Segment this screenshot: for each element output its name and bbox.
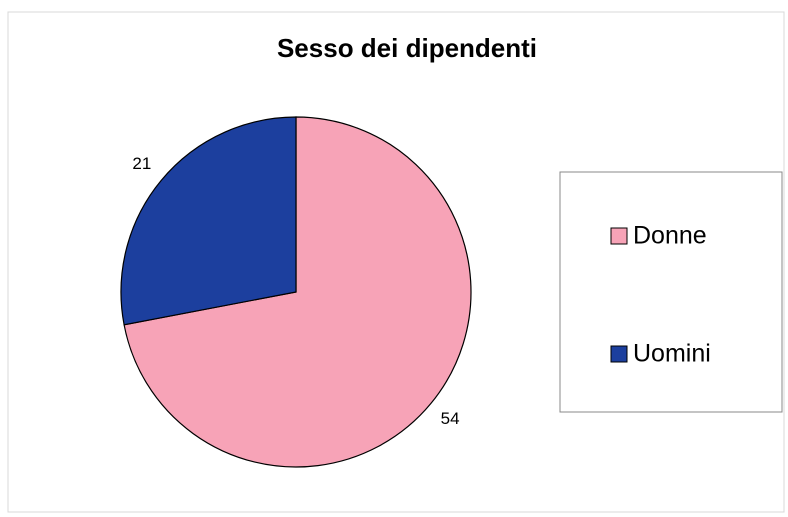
pie-slice bbox=[123, 116, 472, 468]
legend-label: Donne bbox=[633, 222, 707, 250]
legend-swatch bbox=[610, 345, 628, 363]
legend-box bbox=[559, 171, 783, 413]
legend-label: Uomini bbox=[633, 340, 711, 368]
chart-title: Sesso dei dipendenti bbox=[277, 33, 537, 63]
legend-swatch bbox=[610, 227, 628, 245]
pie-slice bbox=[120, 116, 297, 326]
data-label: 21 bbox=[132, 154, 151, 173]
data-label: 54 bbox=[441, 409, 460, 428]
